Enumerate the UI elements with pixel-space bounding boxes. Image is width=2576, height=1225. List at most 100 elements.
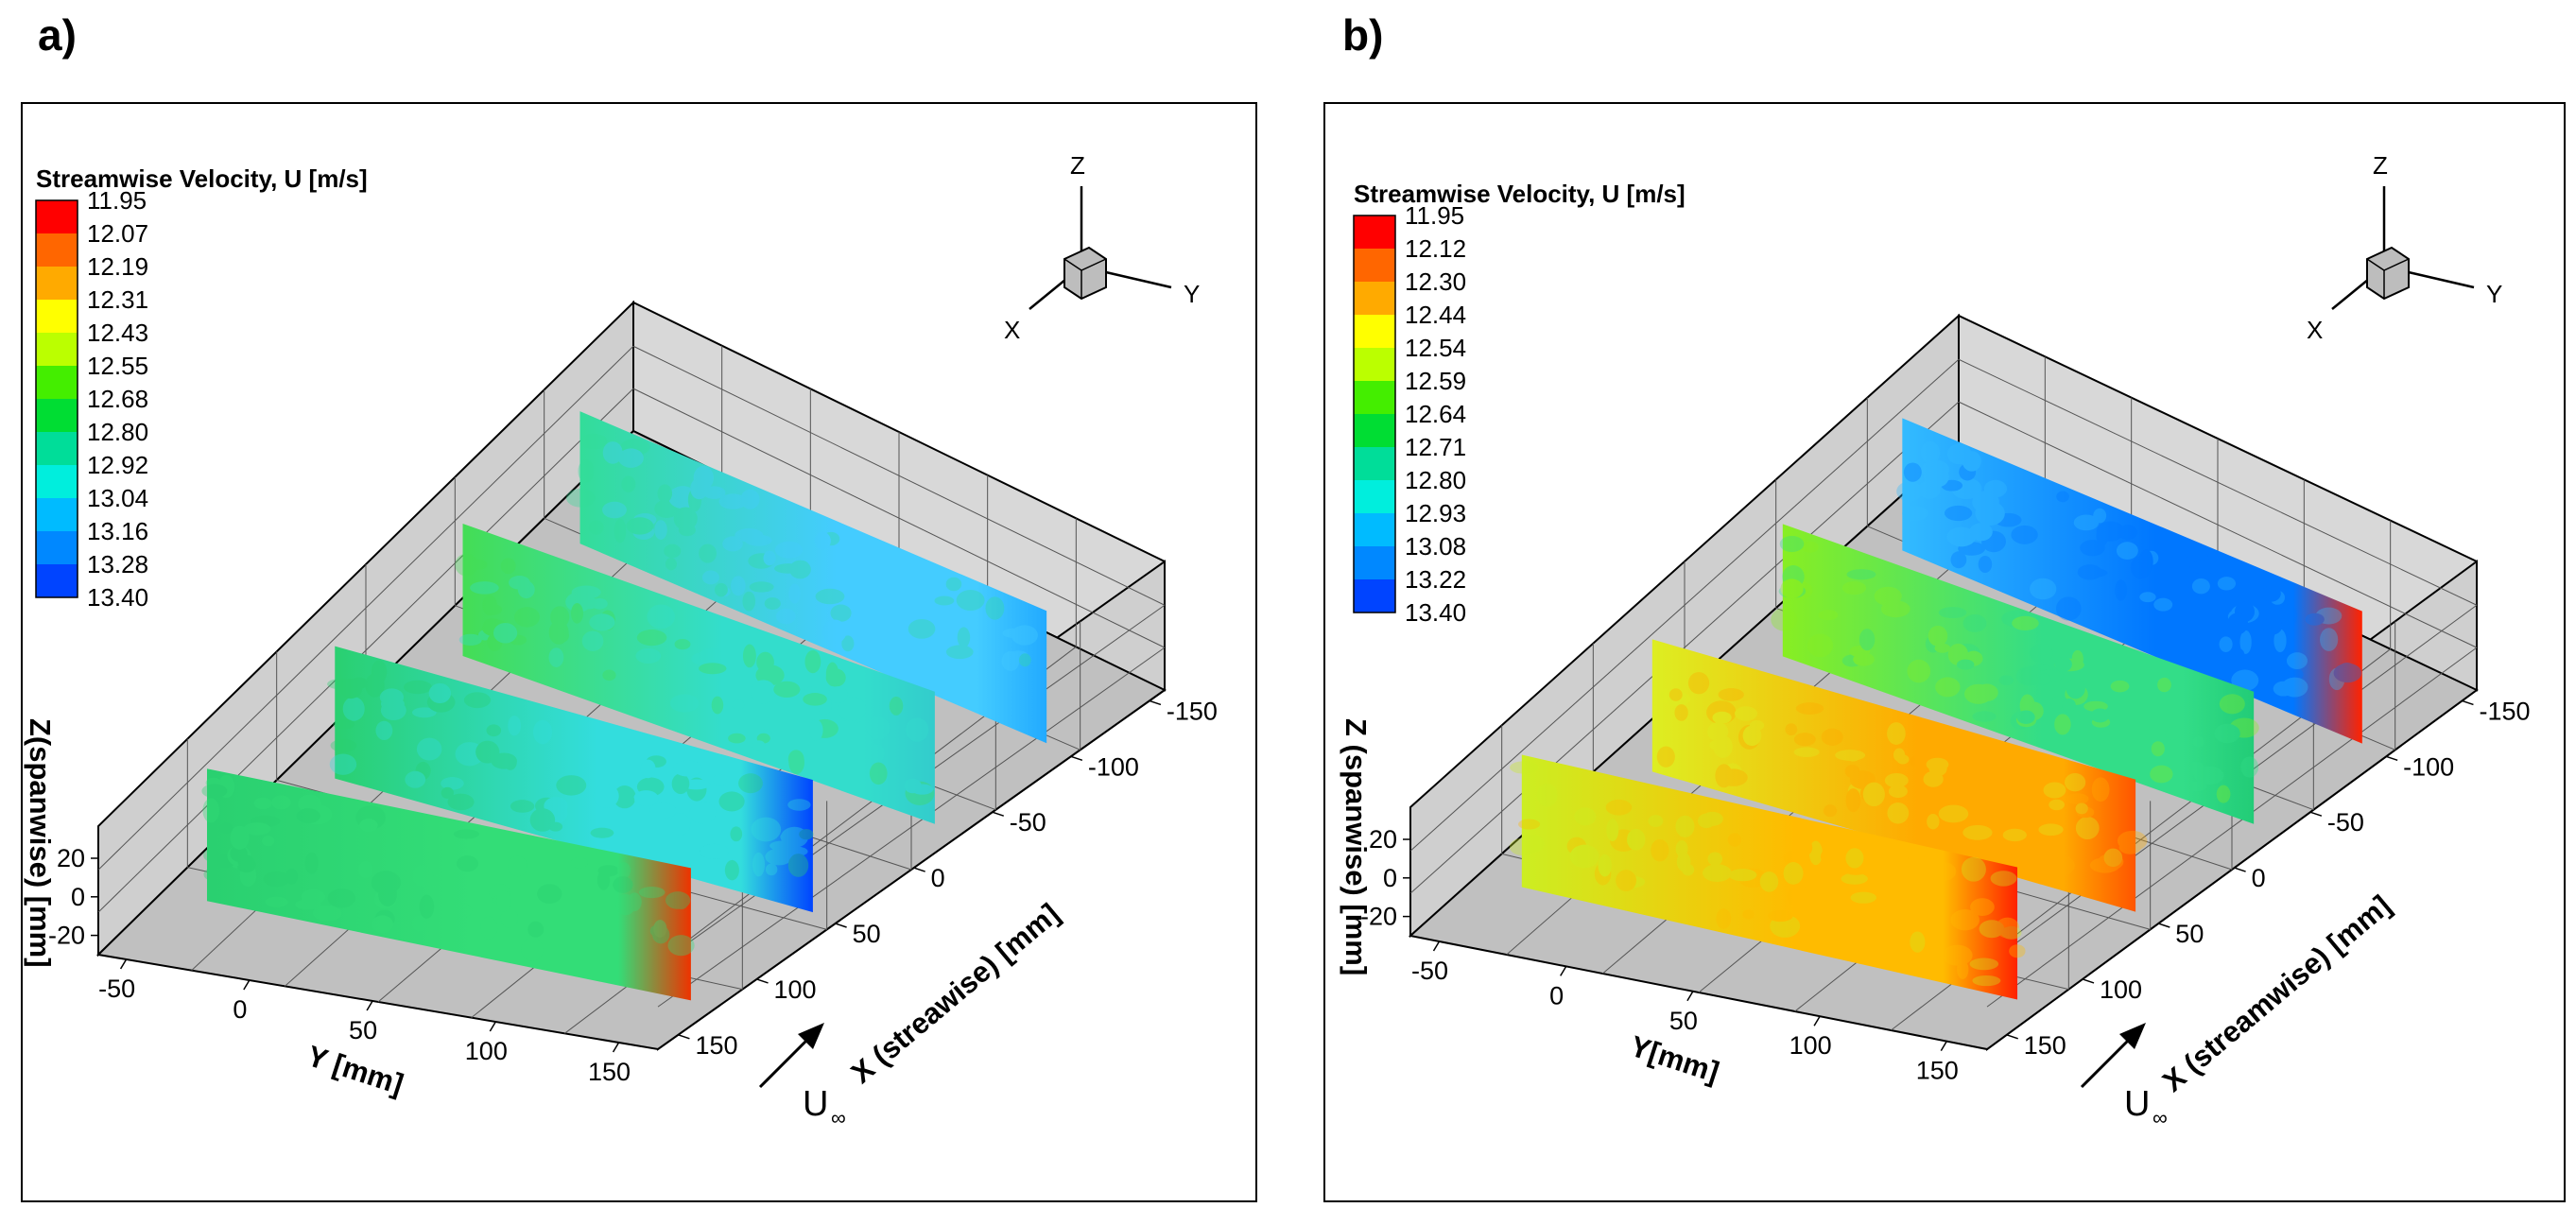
- plane-blob: [796, 561, 809, 572]
- plane-blob: [1820, 848, 1838, 865]
- plane-blob: [1509, 837, 1536, 856]
- plane-blob: [1951, 477, 1982, 500]
- legend-swatch: [36, 465, 78, 499]
- plane-blob: [2150, 765, 2173, 784]
- plane-blob: [1698, 813, 1716, 829]
- plane-blob: [529, 808, 556, 832]
- plane-blob: [1844, 764, 1860, 779]
- plane-blob: [711, 696, 724, 715]
- chart-b-svg: Streamwise Velocity, U [m/s]11.95 12.12 12…: [1340, 151, 2531, 1130]
- x-tick-label: 0: [931, 864, 945, 892]
- y-tick-mark: [119, 958, 128, 970]
- plane-blob: [947, 605, 969, 630]
- plane-blob: [691, 651, 720, 666]
- plane-blob: [484, 604, 503, 615]
- plane-blob: [1835, 750, 1866, 761]
- plane-blob: [638, 887, 666, 899]
- plane-blob: [811, 718, 838, 738]
- plane-blob: [1787, 886, 1813, 907]
- plane-blob: [1896, 754, 1910, 765]
- legend-swatch: [1354, 414, 1395, 448]
- plane-blob: [1853, 652, 1875, 666]
- z-tick-label: 0: [71, 883, 85, 911]
- plane-blob: [1715, 764, 1733, 788]
- plane-blob: [2056, 491, 2069, 503]
- measurement-plane: [206, 768, 691, 1001]
- plane-blob: [1651, 838, 1669, 862]
- plane-blob: [513, 607, 541, 628]
- plane-blob: [593, 784, 619, 808]
- plane-blob: [1893, 748, 1906, 762]
- plane-blob: [1783, 580, 1813, 600]
- plane-blob: [1905, 851, 1925, 866]
- plane-blob: [859, 605, 887, 621]
- plane-blob: [1841, 654, 1862, 667]
- plane-blob: [455, 553, 478, 577]
- plane-blob: [649, 924, 665, 938]
- plane-blob: [889, 696, 904, 716]
- plane-blob: [968, 668, 982, 688]
- legend-tick-label: 12.44: [1405, 301, 1466, 329]
- plane-blob: [295, 899, 321, 910]
- plane-blob: [2015, 665, 2043, 686]
- plane-blob: [1728, 869, 1757, 882]
- x-tick-label: -50: [1010, 808, 1046, 837]
- plane-blob: [1950, 551, 1967, 569]
- plane-blob: [814, 531, 831, 550]
- plane-blob: [493, 622, 518, 644]
- plane-blob: [412, 707, 437, 718]
- z-tick-label: 20: [57, 844, 85, 872]
- plane-blob: [934, 595, 955, 606]
- plane-blob: [2187, 762, 2205, 776]
- plane-blob: [371, 660, 388, 683]
- plane-blob: [2138, 549, 2153, 575]
- plane-blob: [647, 604, 675, 630]
- legend-tick-label: 13.40: [1405, 598, 1466, 627]
- plane-blob: [2076, 806, 2095, 819]
- plane-blob: [751, 680, 776, 704]
- plane-blob: [510, 634, 527, 646]
- x-tick-mark: [992, 811, 1004, 817]
- plane-blob: [581, 630, 604, 651]
- plane-blob: [1910, 931, 1926, 953]
- plane-blob: [731, 576, 746, 596]
- plane-blob: [1713, 734, 1733, 758]
- plane-blob: [285, 868, 299, 885]
- plane-blob: [1594, 862, 1612, 886]
- plane-blob: [1845, 788, 1861, 813]
- plane-blob: [2043, 782, 2066, 799]
- plane-blob: [509, 576, 530, 590]
- plane-blob: [1818, 836, 1831, 856]
- plane-blob: [2151, 741, 2165, 757]
- plane-blob: [2073, 514, 2100, 531]
- plane-blob: [2228, 723, 2243, 736]
- plane-blob: [1995, 512, 2022, 527]
- plane-blob: [1928, 861, 1957, 882]
- plane-blob: [481, 619, 510, 637]
- plane-blob: [699, 663, 727, 675]
- plane-blob: [1566, 837, 1587, 855]
- plane-blob: [517, 580, 535, 599]
- y-tick-mark: [1432, 940, 1441, 952]
- measurement-plane: [462, 523, 935, 824]
- x-tick-mark: [1149, 699, 1162, 706]
- plane-blob: [1780, 578, 1804, 599]
- z-axis-label: Z (spanwise) [mm]: [1340, 718, 1373, 975]
- plane-blob: [1972, 975, 2001, 987]
- plane-blob: [780, 831, 804, 843]
- plane-blob: [724, 859, 739, 881]
- x-tick-mark: [913, 867, 925, 872]
- plane-blob: [403, 680, 432, 695]
- plane-blob: [822, 619, 847, 644]
- plane-blob: [769, 840, 798, 852]
- plane-blob: [1850, 891, 1876, 904]
- plane-blob: [886, 639, 916, 654]
- plane-blob: [482, 595, 497, 616]
- legend-tick-label: 12.54: [1405, 334, 1466, 362]
- plane-blob: [910, 784, 934, 795]
- legend-swatch: [36, 399, 78, 433]
- plane-blob: [906, 717, 929, 742]
- plane-blob: [419, 894, 435, 919]
- plane-blob: [667, 935, 695, 957]
- plane-blob: [1656, 746, 1675, 768]
